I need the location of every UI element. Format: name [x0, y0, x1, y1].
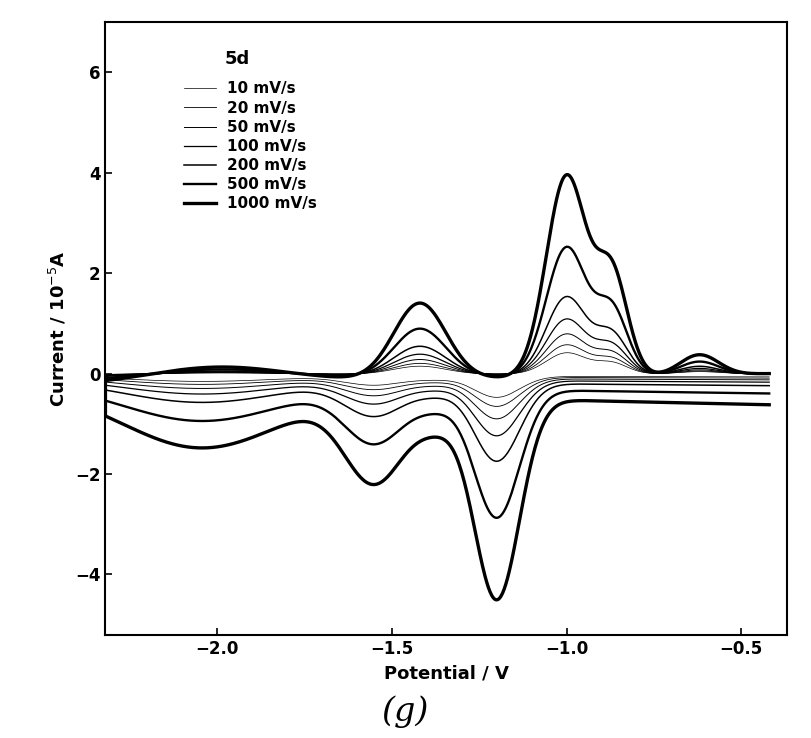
Text: 5d: 5d — [225, 49, 250, 68]
Legend: 10 mV/s, 20 mV/s, 50 mV/s, 100 mV/s, 200 mV/s, 500 mV/s, 1000 mV/s: 10 mV/s, 20 mV/s, 50 mV/s, 100 mV/s, 200… — [184, 81, 316, 211]
X-axis label: Potential / V: Potential / V — [384, 664, 508, 683]
Y-axis label: Current / 10$^{-5}$A: Current / 10$^{-5}$A — [47, 250, 68, 407]
Text: (g): (g) — [382, 696, 429, 728]
